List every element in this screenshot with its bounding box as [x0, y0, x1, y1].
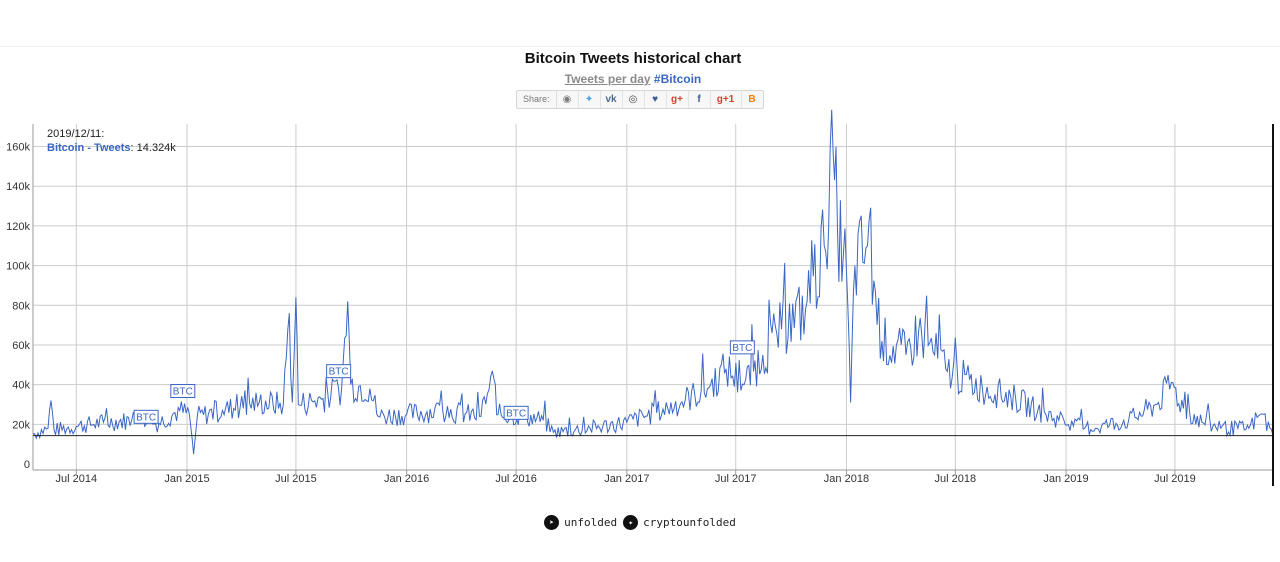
- like-share-icon[interactable]: ♥: [645, 91, 667, 108]
- y-tick-label: 100k: [6, 261, 30, 273]
- btc-annotation: BTC: [729, 340, 755, 355]
- google-plus-share-icon[interactable]: g+: [667, 91, 689, 108]
- btc-annotation-label: BTC: [329, 367, 349, 378]
- grid-layer: [33, 124, 1273, 470]
- share-bar: Share: ◉ ✦ vk ◎ ♥ g+ f g+1 B: [516, 90, 764, 109]
- btc-annotation: BTC: [326, 364, 352, 379]
- footer-twitter[interactable]: ✦ cryptounfolded: [623, 515, 736, 530]
- tooltip-value: 14.324k: [137, 142, 177, 154]
- subtitle-tweets-per-day-link[interactable]: Tweets per day: [564, 72, 651, 86]
- btc-annotation: BTC: [170, 384, 196, 399]
- facebook-share-icon[interactable]: f: [689, 91, 711, 108]
- x-tick-label: Jul 2018: [935, 473, 977, 485]
- tooltip-series-label: Bitcoin - Tweets: [47, 142, 131, 154]
- btc-annotation-box: [326, 364, 352, 379]
- share-label: Share:: [517, 91, 557, 108]
- chart-subtitle: Tweets per day #Bitcoin: [0, 72, 1266, 86]
- x-tick-label: Jan 2015: [164, 473, 209, 485]
- btc-annotation-label: BTC: [732, 343, 752, 354]
- y-tick-label: 160k: [6, 142, 30, 154]
- x-tick-label: Jan 2018: [824, 473, 869, 485]
- google-plus-one-icon[interactable]: g+1: [711, 91, 742, 108]
- tooltip-date: 2019/12/11:: [47, 128, 104, 140]
- y-tick-label: 140k: [6, 181, 30, 193]
- btc-annotation-box: [170, 384, 196, 399]
- vk-share-icon[interactable]: vk: [601, 91, 623, 108]
- series-line-bitcoin-tweets[interactable]: [32, 109, 1274, 455]
- x-tick-label: Jul 2017: [715, 473, 757, 485]
- weibo-share-icon[interactable]: ◎: [623, 91, 645, 108]
- btc-annotation-box: [133, 409, 159, 424]
- telegram-icon: ➤: [544, 515, 560, 530]
- y-tick-label: 20k: [12, 419, 30, 431]
- y-tick-label: 80k: [12, 300, 30, 312]
- x-tick-label: Jul 2019: [1154, 473, 1196, 485]
- tooltip: 2019/12/11: Bitcoin - Tweets: 14.324k: [47, 128, 176, 154]
- btc-annotation-label: BTC: [173, 387, 193, 398]
- tweets-line-chart[interactable]: 0 20k 40k 60k 80k 100k 120k 140k 160k Jul 2014 Jan…: [0, 0, 1280, 500]
- y-tick-label: 60k: [12, 340, 30, 352]
- y-tick-label: 120k: [6, 221, 30, 233]
- btc-annotation: BTC: [503, 405, 529, 420]
- telegram-handle: unfolded: [564, 516, 618, 529]
- x-tick-label: Jul 2015: [275, 473, 317, 485]
- btc-annotation-label: BTC: [506, 408, 526, 419]
- tooltip-value-line: Bitcoin - Tweets: 14.324k: [47, 142, 176, 154]
- twitter-handle: cryptounfolded: [643, 516, 736, 529]
- x-tick-label: Jan 2017: [604, 473, 649, 485]
- x-tick-label: Jul 2014: [56, 473, 98, 485]
- twitter-icon: ✦: [623, 515, 639, 530]
- btc-annotation-box: [729, 340, 755, 355]
- blogger-share-icon[interactable]: B: [748, 94, 756, 105]
- x-tick-label: Jan 2016: [384, 473, 429, 485]
- y-tick-label: 40k: [12, 380, 30, 392]
- footer-telegram[interactable]: ➤ unfolded: [544, 515, 617, 530]
- reddit-share-icon[interactable]: ◉: [557, 91, 579, 108]
- chart-title: Bitcoin Tweets historical chart: [524, 50, 742, 67]
- footer: ➤ unfolded ✦ cryptounfolded: [0, 515, 1280, 530]
- btc-annotation: BTC: [133, 409, 159, 424]
- x-tick-label: Jan 2019: [1043, 473, 1088, 485]
- tooltip-separator: :: [131, 142, 137, 154]
- btc-annotation-label: BTC: [136, 412, 156, 423]
- annotation-layer: BTC BTC BTC BTC BTC: [133, 340, 755, 424]
- btc-annotation-box: [503, 405, 529, 420]
- top-strip: [0, 0, 1280, 47]
- subtitle-hashtag-link[interactable]: #Bitcoin: [653, 72, 702, 86]
- y-tick-label: 0: [24, 459, 30, 471]
- x-tick-label: Jul 2016: [495, 473, 537, 485]
- twitter-share-icon[interactable]: ✦: [579, 91, 601, 108]
